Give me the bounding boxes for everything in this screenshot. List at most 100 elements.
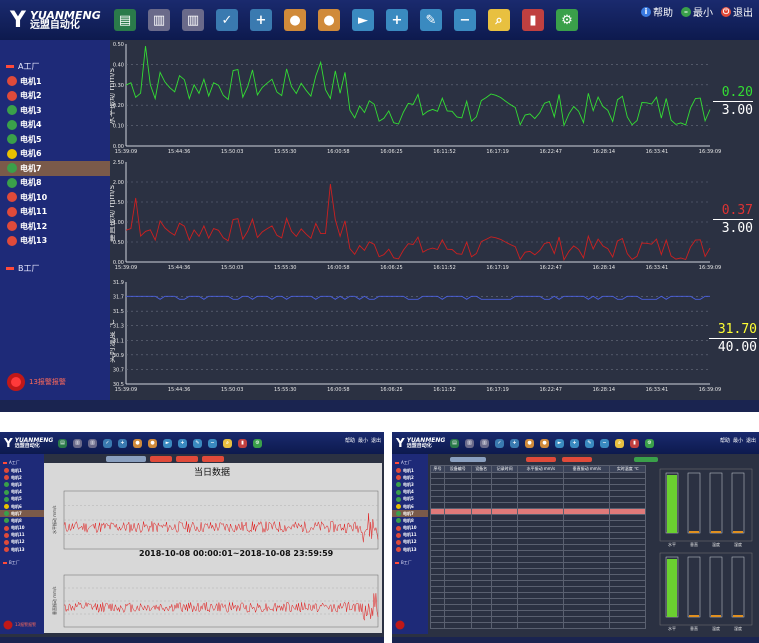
- sidebar-item-motor[interactable]: 电机7: [392, 510, 428, 518]
- sidebar-item-motor[interactable]: 电机2: [0, 474, 44, 481]
- help-button[interactable]: 帮助: [720, 437, 730, 444]
- query-button[interactable]: [526, 456, 556, 462]
- sidebar-item-motor[interactable]: 电机5: [0, 132, 110, 147]
- table-row[interactable]: [430, 592, 646, 599]
- sidebar-item-motor[interactable]: 电机2: [392, 474, 428, 481]
- factory-a-header[interactable]: A工厂: [0, 459, 44, 467]
- sidebar-item-motor[interactable]: 电机11: [0, 205, 110, 220]
- flag-add-icon[interactable]: +: [570, 438, 579, 448]
- alarm-indicator[interactable]: [395, 620, 405, 630]
- sidebar-item-motor[interactable]: 电机7: [0, 161, 110, 176]
- sidebar-item-motor[interactable]: 电机6: [0, 147, 110, 162]
- sidebar-item-motor[interactable]: 电机6: [392, 503, 428, 510]
- table-column-header[interactable]: 设备名: [470, 465, 492, 473]
- sidebar-item-motor[interactable]: 电机8: [0, 517, 44, 524]
- print-button[interactable]: [202, 456, 224, 462]
- flag-edit-icon[interactable]: ✎: [193, 438, 202, 448]
- flag-icon[interactable]: ►: [555, 438, 564, 448]
- motor-check-icon[interactable]: ✓: [103, 438, 112, 448]
- flag-remove-icon[interactable]: −: [208, 438, 217, 448]
- table-row[interactable]: [430, 622, 646, 629]
- user-check-icon[interactable]: ●: [284, 9, 306, 31]
- sidebar-item-motor[interactable]: 电机3: [392, 481, 428, 488]
- flag-icon[interactable]: ►: [352, 9, 374, 31]
- alarm-indicator[interactable]: 13报警报警: [6, 372, 66, 392]
- user-settings-icon[interactable]: ●: [318, 9, 340, 31]
- motor-add-icon[interactable]: +: [250, 9, 272, 31]
- factory-settings-icon[interactable]: ▥: [480, 438, 489, 448]
- sidebar-item-motor[interactable]: 电机12: [0, 539, 44, 546]
- factory-view-icon[interactable]: ▥: [73, 438, 82, 448]
- user-check-icon[interactable]: ●: [133, 438, 142, 448]
- user-settings-icon[interactable]: ●: [148, 438, 157, 448]
- report-search-icon[interactable]: ⌕: [615, 438, 624, 448]
- sidebar-item-motor[interactable]: 电机8: [392, 517, 428, 524]
- report-search-icon[interactable]: ⌕: [223, 438, 232, 448]
- flag-remove-icon[interactable]: −: [454, 9, 476, 31]
- flag-remove-icon[interactable]: −: [600, 438, 609, 448]
- sidebar-item-motor[interactable]: 电机4: [392, 489, 428, 496]
- monitor-icon[interactable]: ▤: [114, 9, 136, 31]
- factory-a-header[interactable]: A工厂: [392, 459, 428, 467]
- sidebar-item-motor[interactable]: 电机7: [0, 510, 44, 518]
- sidebar-item-motor[interactable]: 电机13: [0, 546, 44, 553]
- exit-button[interactable]: 退出: [746, 437, 756, 444]
- factory-settings-icon[interactable]: ▥: [182, 9, 204, 31]
- help-button[interactable]: i 帮助: [641, 4, 673, 19]
- minimize-button[interactable]: 最小: [733, 437, 743, 444]
- gear-icon[interactable]: ⚙: [645, 438, 654, 448]
- sidebar-item-motor[interactable]: 电机12: [0, 219, 110, 234]
- factory-view-icon[interactable]: ▥: [148, 9, 170, 31]
- factory-a-header[interactable]: A工厂: [0, 58, 110, 74]
- flag-add-icon[interactable]: +: [178, 438, 187, 448]
- flag-edit-icon[interactable]: ✎: [585, 438, 594, 448]
- export-button[interactable]: [176, 456, 198, 462]
- table-column-header[interactable]: 设备编号: [444, 465, 472, 473]
- motor-add-icon[interactable]: +: [118, 438, 127, 448]
- table-column-header[interactable]: 序号: [430, 465, 446, 473]
- sidebar-item-motor[interactable]: 电机10: [392, 525, 428, 532]
- sidebar-item-motor[interactable]: 电机1: [0, 467, 44, 474]
- sidebar-item-motor[interactable]: 电机13: [392, 546, 428, 553]
- sidebar-item-motor[interactable]: 电机1: [0, 74, 110, 89]
- table-column-header[interactable]: 实时温度 ℃: [609, 465, 646, 473]
- motor-check-icon[interactable]: ✓: [216, 9, 238, 31]
- monitor-icon[interactable]: ▤: [58, 438, 67, 448]
- sidebar-item-motor[interactable]: 电机11: [392, 532, 428, 539]
- monitor-icon[interactable]: ▤: [450, 438, 459, 448]
- bar-chart-icon[interactable]: ▮: [630, 438, 639, 448]
- sidebar-item-motor[interactable]: 电机13: [0, 234, 110, 249]
- report-search-icon[interactable]: ⌕: [488, 9, 510, 31]
- gear-icon[interactable]: ⚙: [556, 9, 578, 31]
- minimize-button[interactable]: 最小: [358, 437, 368, 444]
- factory-b-header[interactable]: B工厂: [0, 260, 110, 276]
- table-row[interactable]: [430, 532, 646, 539]
- factory-b-header[interactable]: B工厂: [0, 559, 44, 567]
- sidebar-item-motor[interactable]: 电机5: [0, 496, 44, 503]
- bar-chart-icon[interactable]: ▮: [238, 438, 247, 448]
- exit-button[interactable]: ⏻ 退出: [721, 4, 753, 19]
- user-settings-icon[interactable]: ●: [540, 438, 549, 448]
- sidebar-item-motor[interactable]: 电机8: [0, 176, 110, 191]
- sidebar-item-motor[interactable]: 电机1: [392, 467, 428, 474]
- export-button[interactable]: [562, 456, 592, 462]
- sidebar-item-motor[interactable]: 电机4: [0, 118, 110, 133]
- factory-view-icon[interactable]: ▥: [465, 438, 474, 448]
- flag-edit-icon[interactable]: ✎: [420, 9, 442, 31]
- sidebar-item-motor[interactable]: 电机10: [0, 525, 44, 532]
- table-column-header[interactable]: 垂直振动 mm/s: [563, 465, 611, 473]
- table-column-header[interactable]: 记录时间: [490, 465, 519, 473]
- motor-check-icon[interactable]: ✓: [495, 438, 504, 448]
- factory-b-header[interactable]: B工厂: [392, 559, 428, 567]
- sidebar-item-motor[interactable]: 电机10: [0, 190, 110, 205]
- exit-button[interactable]: 退出: [371, 437, 381, 444]
- realtime-toggle[interactable]: [634, 456, 658, 462]
- table-row[interactable]: [430, 526, 646, 533]
- sidebar-item-motor[interactable]: 电机5: [392, 496, 428, 503]
- sidebar-item-motor[interactable]: 电机4: [0, 489, 44, 496]
- query-button[interactable]: [150, 456, 172, 462]
- date-picker[interactable]: [106, 456, 146, 462]
- sidebar-item-motor[interactable]: 电机3: [0, 481, 44, 488]
- help-button[interactable]: 帮助: [345, 437, 355, 444]
- sidebar-item-motor[interactable]: 电机2: [0, 89, 110, 104]
